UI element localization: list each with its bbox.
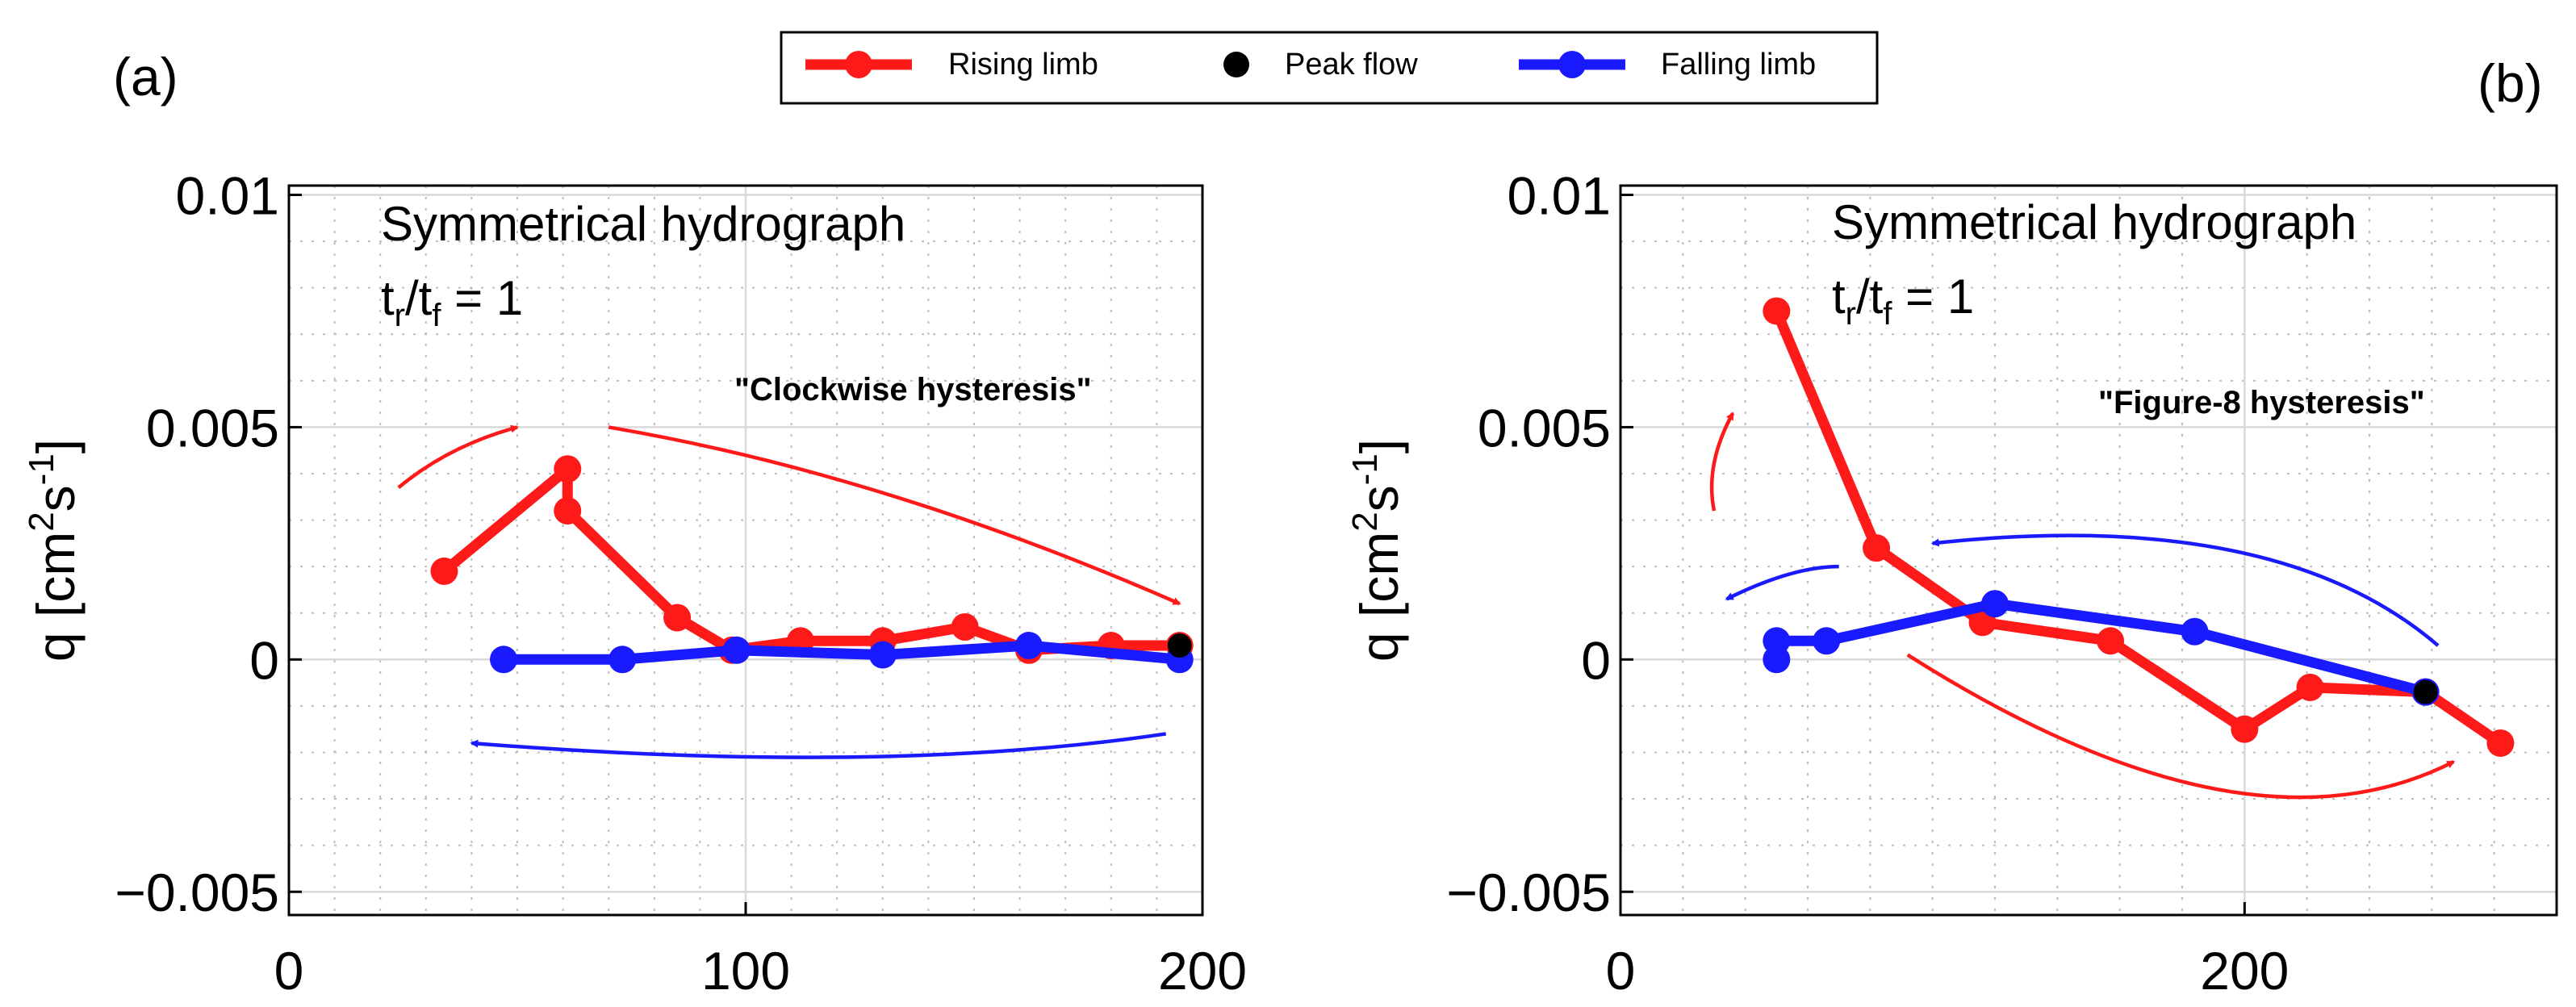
panel-a-series <box>430 455 1194 674</box>
panel-b-annotation: "Figure-8 hysteresis" <box>2098 385 2425 420</box>
panel-b: 0 200 −0.005 0 0.005 0.01 Symmetrical hydrog… <box>1345 166 2558 1001</box>
a-ytick-label: 0.005 <box>146 398 279 458</box>
legend-peak-marker <box>1223 52 1249 77</box>
a-xtick-label: 0 <box>274 941 304 1001</box>
legend-rising-label: Rising limb <box>948 48 1098 81</box>
a-falling-limb-point <box>490 646 518 674</box>
legend-peak-label: Peak flow <box>1285 48 1418 81</box>
a-rising-limb-point <box>663 604 692 632</box>
a-rising-limb-point <box>951 613 979 641</box>
a-rising-limb-point <box>554 497 582 525</box>
legend-falling-marker <box>1558 51 1586 78</box>
panel-label-b: (b) <box>2478 53 2543 113</box>
legend-entry-peak: Peak flow <box>1223 48 1418 81</box>
a-ytick-label: 0 <box>249 630 279 690</box>
panel-a-annotation: "Clockwise hysteresis" <box>734 372 1092 407</box>
b-rising-limb-point <box>1863 534 1891 562</box>
b-falling-limb-point <box>1813 627 1841 655</box>
a-ytick-label: 0.01 <box>176 166 279 226</box>
b-trend-arrow <box>1930 533 2440 647</box>
panel-b-yticks: −0.005 0 0.005 0.01 <box>1446 166 1633 922</box>
panel-a: 0 100 200 −0.005 0 0.005 0.01 Symmetrical hyd… <box>22 166 1247 1001</box>
b-xtick-label: 0 <box>1606 941 1636 1001</box>
legend-box <box>780 31 1879 105</box>
b-ytick-label: 0 <box>1581 630 1611 690</box>
a-trend-arrow <box>397 424 519 489</box>
b-ytick-label: −0.005 <box>1446 863 1611 922</box>
panel-b-ratio-label: tr/tf = 1 <box>1832 270 1974 332</box>
a-falling-limb-point <box>722 636 751 664</box>
b-falling-limb-point <box>2181 617 2209 646</box>
panel-b-xticks: 0 200 <box>1606 902 2289 1001</box>
a-falling-limb-point <box>608 646 637 674</box>
b-rising-limb-point <box>2296 673 2324 701</box>
b-ytick-label: 0.01 <box>1508 166 1611 226</box>
b-falling-limb-point <box>1981 590 2009 618</box>
a-falling-limb-point <box>1014 632 1043 660</box>
legend-entry-falling: Falling limb <box>1519 48 1816 81</box>
a-xtick-label: 200 <box>1158 941 1247 1001</box>
panel-a-arrows <box>397 424 1181 759</box>
panel-a-title: Symmetrical hydrograph <box>381 197 905 251</box>
b-rising-limb-point <box>1763 297 1791 325</box>
b-rising-limb-point <box>2097 627 2125 655</box>
b-peak-flow-point <box>2413 679 2438 704</box>
b-trend-arrow <box>1709 412 1735 512</box>
b-trend-arrow <box>1906 653 2456 800</box>
panel-label-a: (a) <box>113 47 178 107</box>
b-rising-limb-point <box>2231 715 2259 743</box>
b-falling-limb-point <box>1763 627 1791 655</box>
a-trend-arrow <box>608 425 1181 606</box>
panel-b-grid <box>1620 186 2557 915</box>
panel-a-ylabel: q [cm2s-1] <box>22 439 86 662</box>
legend-rising-marker <box>845 51 872 78</box>
panel-b-title: Symmetrical hydrograph <box>1832 195 2356 249</box>
b-rising-limb-point <box>2486 729 2515 757</box>
a-trend-arrow <box>470 732 1167 759</box>
a-rising-limb-point <box>554 455 582 483</box>
b-trend-arrow <box>1725 564 1839 601</box>
a-peak-flow-point <box>1167 633 1192 658</box>
a-ytick-label: −0.005 <box>115 863 279 922</box>
b-ytick-label: 0.005 <box>1478 398 1611 458</box>
a-falling-limb-point <box>868 641 897 669</box>
panel-a-ratio-label: tr/tf = 1 <box>381 271 523 333</box>
panel-b-frame <box>1619 184 2558 917</box>
panel-b-series <box>1763 297 2515 757</box>
legend-falling-label: Falling limb <box>1661 48 1816 81</box>
a-falling-limb-line <box>498 640 1186 665</box>
panel-b-arrows <box>1709 412 2456 800</box>
a-rising-limb-point <box>430 557 458 585</box>
legend-entry-rising: Rising limb <box>805 48 1098 81</box>
panel-a-xticks: 0 100 200 <box>274 902 1247 1001</box>
panel-b-ylabel: q [cm2s-1] <box>1345 439 1409 662</box>
b-xtick-label: 200 <box>2200 941 2289 1001</box>
legend: Rising limb Peak flow Falling limb <box>780 31 1879 105</box>
a-xtick-label: 100 <box>701 941 790 1001</box>
panel-a-yticks: −0.005 0 0.005 0.01 <box>115 166 302 922</box>
